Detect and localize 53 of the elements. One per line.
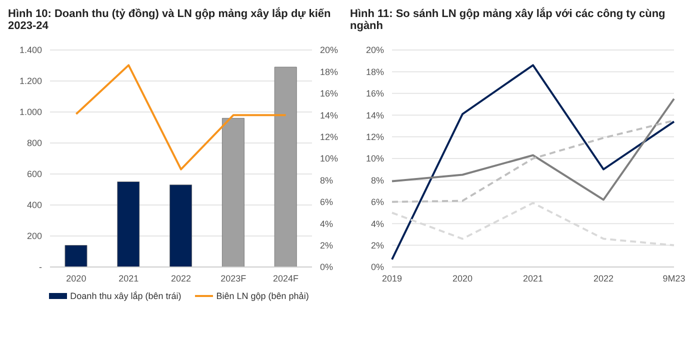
- x-tick-label: 9M23: [662, 273, 686, 284]
- bar: [64, 245, 88, 267]
- x-tick-label: 2021: [118, 273, 139, 284]
- x-tick-label: 2019: [382, 273, 402, 284]
- y-tick-label: 0%: [370, 262, 384, 272]
- y-tick-label: 800: [26, 138, 42, 148]
- chart-title: Hình 11: So sánh LN gộp mảng xây lắp với các công ty cùng ngành: [350, 8, 666, 34]
- y-tick-label: 600: [26, 169, 42, 180]
- y2-tick-label: 0%: [320, 262, 334, 272]
- y-tick-label: 14%: [366, 110, 384, 120]
- y-tick-label: 10%: [366, 154, 384, 164]
- x-tick-label: 2024F: [273, 273, 300, 284]
- y-tick-label: 200: [26, 231, 42, 242]
- y2-tick-label: 12%: [320, 132, 338, 142]
- x-tick-label: 2022: [593, 273, 614, 284]
- y-tick-label: 2%: [370, 240, 384, 250]
- x-tick-label: 2020: [66, 273, 86, 284]
- y-tick-label: 400: [26, 200, 42, 210]
- bar: [117, 182, 140, 267]
- y-tick-label: 6%: [370, 197, 384, 208]
- y2-tick-label: 4%: [320, 218, 334, 229]
- y-tick-label: 18%: [366, 66, 384, 77]
- x-tick-label: 2020: [452, 273, 473, 284]
- chart-title: Hình 10: Doanh thu (tỷ đồng) và LN gộp mảng xây lắp dự kiến 2023-24: [8, 8, 332, 34]
- y2-tick-label: 18%: [320, 66, 338, 77]
- y-tick-label: 8%: [370, 175, 384, 186]
- y2-tick-label: 6%: [320, 197, 334, 208]
- line-series: [391, 64, 675, 260]
- x-tick-label: 2021: [522, 273, 544, 284]
- y2-tick-label: 10%: [320, 154, 338, 164]
- y2-tick-label: 8%: [320, 175, 334, 186]
- line-series: [75, 64, 287, 170]
- y-tick-label: 4%: [370, 218, 384, 229]
- line-series: [391, 202, 675, 246]
- bar: [274, 66, 297, 267]
- y-tick-label: -: [39, 262, 42, 272]
- legend-label: Doanh thu xây lắp (bên trái): [69, 291, 182, 301]
- y-tick-label: 1.000: [19, 107, 42, 118]
- legend-label: Biên LN gộp (bên phải): [215, 291, 309, 301]
- y2-tick-label: 14%: [320, 110, 338, 120]
- bar: [170, 184, 192, 267]
- y-tick-label: 1.200: [19, 76, 42, 86]
- x-tick-label: 2022: [170, 273, 192, 284]
- x-tick-label: 2023F: [220, 273, 247, 284]
- y-tick-label: 20%: [366, 45, 384, 56]
- y2-tick-label: 2%: [320, 240, 334, 250]
- y-tick-label: 16%: [366, 88, 384, 99]
- bar: [222, 118, 244, 267]
- y-tick-label: 1.400: [19, 45, 42, 56]
- y-tick-label: 12%: [366, 132, 384, 142]
- y2-tick-label: 16%: [320, 88, 338, 99]
- line-series: [391, 98, 675, 201]
- y2-tick-label: 20%: [320, 45, 338, 56]
